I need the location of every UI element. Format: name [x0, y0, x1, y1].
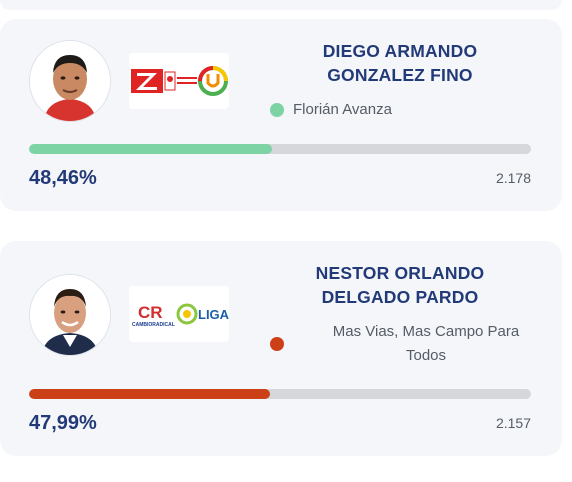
vote-count: 2.157	[495, 415, 531, 431]
vote-progress-bar	[29, 389, 531, 399]
vote-progress-bar	[29, 144, 531, 154]
person-photo-icon	[30, 41, 110, 121]
party-coalition-logo: CR CAMBIORADICAL LIGA	[129, 286, 229, 342]
party-color-dot	[270, 337, 284, 351]
aico-logo	[164, 71, 197, 91]
party-coalition-logo	[129, 53, 229, 109]
party-name-line-2: Todos	[405, 347, 447, 364]
party-row: Florián Avanza	[270, 98, 392, 122]
candidate-name-line-1: DIEGO ARMANDO	[322, 41, 478, 61]
candidate-name: DIEGO ARMANDO GONZALEZ FINO	[290, 39, 510, 87]
party-color-dot	[270, 103, 284, 117]
person-photo-icon	[30, 275, 110, 355]
liga-logo: LIGA	[176, 303, 229, 325]
cambio-radical-logo-text: CAMBIORADICAL	[132, 322, 175, 328]
liberal-party-logo	[131, 69, 163, 93]
party-name-line-1: Mas Vias, Mas Campo Para	[332, 323, 520, 340]
liga-logo-text: LIGA	[198, 307, 229, 322]
vote-percentage: 48,46%	[29, 167, 97, 189]
cambio-radical-logo: CR CAMBIORADICAL	[132, 303, 175, 328]
candidate-name: NESTOR ORLANDO DELGADO PARDO	[290, 261, 510, 309]
candidate-name-line-2: GONZALEZ FINO	[327, 65, 473, 85]
candidate-name-line-1: NESTOR ORLANDO	[315, 263, 485, 283]
party-name: Florián Avanza	[293, 101, 392, 118]
candidate-name-line-2: DELGADO PARDO	[321, 287, 479, 307]
party-name: Mas Vias, Mas Campo Para Todos	[306, 320, 546, 368]
candidate-card: DIEGO ARMANDO GONZALEZ FINO Florián Avan…	[0, 19, 562, 211]
candidate-photo	[29, 40, 111, 122]
vote-progress-fill	[29, 144, 273, 154]
cr-logo-text: CR	[138, 303, 163, 322]
candidate-card: CR CAMBIORADICAL LIGA NESTOR ORLANDO DEL…	[0, 241, 562, 456]
vote-percentage: 47,99%	[29, 412, 97, 434]
party-row: Mas Vias, Mas Campo Para Todos	[270, 320, 546, 368]
vote-count: 2.178	[495, 170, 531, 186]
previous-card-edge	[0, 0, 562, 10]
la-u-party-logo	[198, 66, 228, 96]
candidate-photo	[29, 274, 111, 356]
vote-progress-fill	[29, 389, 270, 399]
